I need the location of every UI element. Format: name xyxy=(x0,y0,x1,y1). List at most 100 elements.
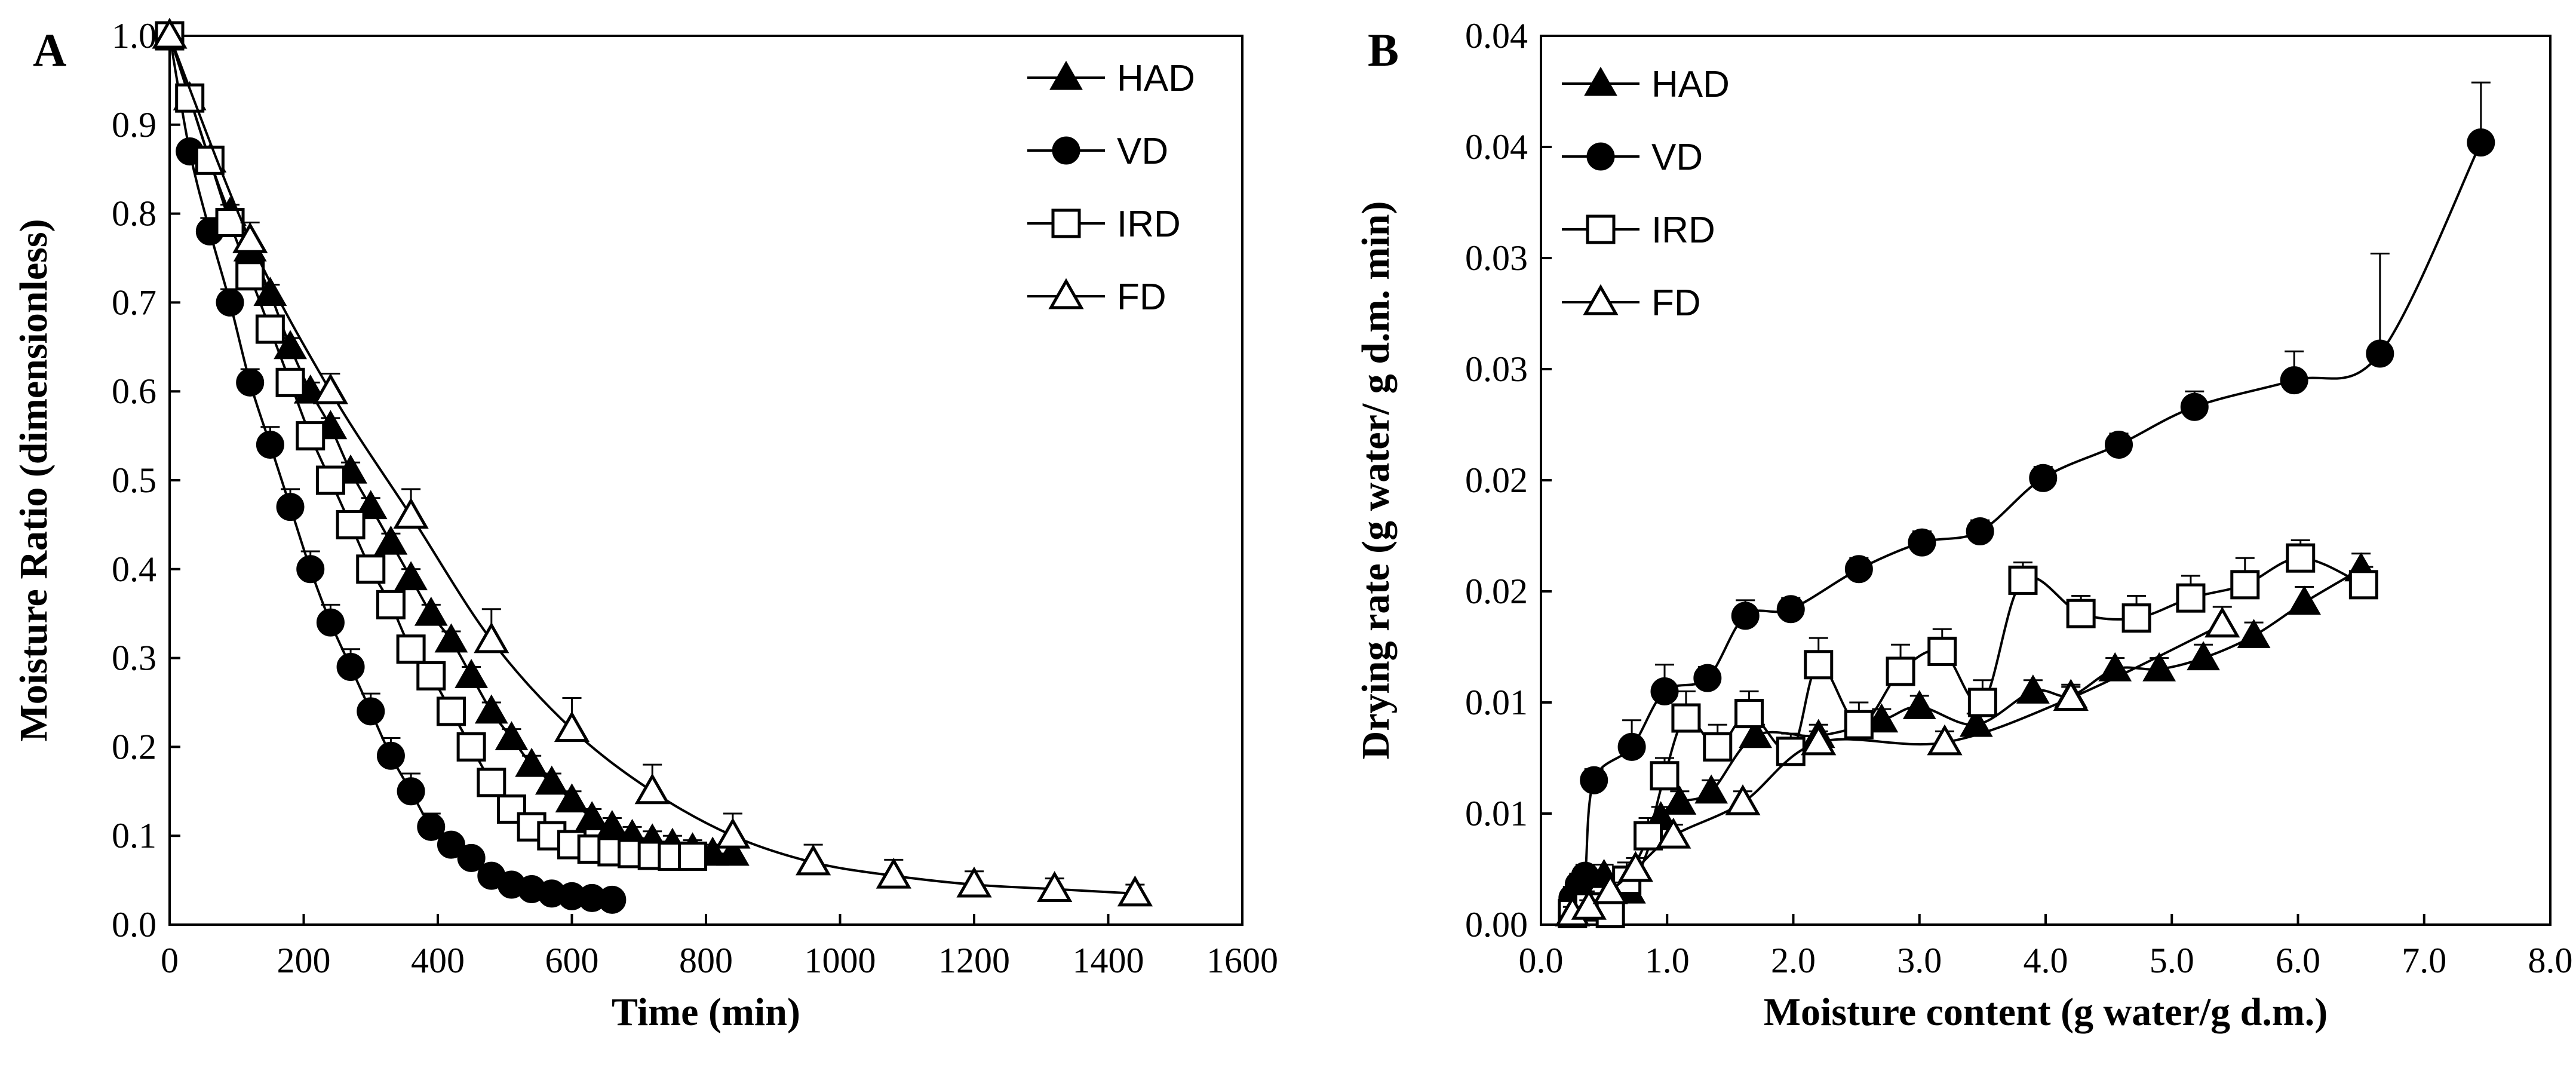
series-line xyxy=(168,35,733,855)
legend-marker xyxy=(1048,278,1084,309)
data-point xyxy=(2205,606,2240,638)
y-tick-label: 0.0 xyxy=(112,905,156,944)
data-point xyxy=(2142,652,2176,682)
series-had xyxy=(153,19,750,866)
data-point xyxy=(1580,766,1608,794)
data-point xyxy=(336,652,365,681)
data-point xyxy=(457,843,486,872)
data-point xyxy=(1731,602,1760,630)
y-tick-label: 0.01 xyxy=(1465,794,1528,833)
data-point xyxy=(1865,703,1899,733)
x-axis-title: Time (min) xyxy=(612,990,800,1034)
x-tick-label: 1.0 xyxy=(1645,941,1690,980)
data-point xyxy=(437,830,465,859)
data-point xyxy=(296,555,325,584)
data-point xyxy=(152,17,188,49)
data-point xyxy=(336,510,366,539)
data-point xyxy=(357,697,385,726)
x-tick-label: 1600 xyxy=(1206,941,1278,980)
data-point xyxy=(417,812,446,841)
data-point xyxy=(394,561,428,591)
series-line xyxy=(1571,568,2362,915)
data-point xyxy=(598,885,627,914)
data-point xyxy=(876,857,911,889)
y-tick-label: 0.2 xyxy=(112,727,156,766)
data-point xyxy=(275,367,305,397)
data-point xyxy=(554,711,590,742)
data-point xyxy=(393,498,429,529)
data-point xyxy=(416,661,446,691)
legend-marker xyxy=(1051,208,1081,238)
data-point xyxy=(296,421,326,451)
panel-label: A xyxy=(33,24,66,76)
y-tick-label: 0.1 xyxy=(112,816,156,855)
data-point xyxy=(2187,641,2220,671)
data-point xyxy=(1776,595,1805,624)
legend-marker xyxy=(1586,142,1615,171)
y-tick-label: 0.5 xyxy=(112,461,156,500)
data-point xyxy=(1801,724,1837,756)
y-tick-label: 0.01 xyxy=(1465,683,1528,722)
data-point xyxy=(312,373,349,404)
data-point xyxy=(356,554,386,584)
data-point xyxy=(232,222,268,253)
data-point xyxy=(2366,339,2394,368)
data-point xyxy=(2016,674,2050,704)
data-point xyxy=(1671,703,1701,733)
data-point xyxy=(1571,861,1599,890)
legend-label: IRD xyxy=(1117,204,1181,245)
legend-label: HAD xyxy=(1117,58,1195,99)
series-line xyxy=(168,35,613,901)
x-tick-label: 0.0 xyxy=(1519,941,1564,980)
data-point xyxy=(2348,570,2378,600)
data-point xyxy=(1656,817,1691,849)
y-tick-label: 0.4 xyxy=(112,550,156,589)
data-point xyxy=(1592,873,1628,904)
x-tick-label: 400 xyxy=(411,941,465,980)
data-point xyxy=(316,608,345,637)
data-point xyxy=(195,145,225,175)
data-point xyxy=(414,596,448,626)
data-point xyxy=(1694,774,1728,804)
legend-marker xyxy=(1584,66,1617,96)
data-point xyxy=(274,330,307,360)
data-point xyxy=(1734,699,1764,729)
data-point xyxy=(2105,430,2133,459)
data-point xyxy=(495,721,529,750)
y-tick-label: 0.02 xyxy=(1465,461,1528,500)
data-point xyxy=(2008,565,2038,595)
legend-label: FD xyxy=(1651,283,1701,324)
data-point xyxy=(1927,724,1963,756)
data-point xyxy=(515,747,549,777)
data-point xyxy=(634,773,670,805)
data-point xyxy=(555,783,589,813)
panel-label: B xyxy=(1368,24,1399,76)
data-point xyxy=(1650,761,1680,791)
data-point xyxy=(1927,636,1957,666)
chart-a: 0 200 400 600 800 1000 1200 1400 1600 0.0 0.1 0.2 0.… xyxy=(12,16,1278,1034)
data-point xyxy=(1595,898,1625,928)
x-tick-label: 0 xyxy=(161,941,179,980)
y-tick-label: 0.9 xyxy=(112,105,156,145)
y-tick-label: 1.0 xyxy=(112,16,156,56)
y-axis-title: Moisture Ratio (dimensionless) xyxy=(12,219,56,741)
data-point xyxy=(1617,732,1646,761)
y-tick-label: 0.8 xyxy=(112,194,156,234)
x-tick-label: 2.0 xyxy=(1771,941,1816,980)
x-tick-label: 8.0 xyxy=(2528,941,2573,980)
data-point xyxy=(2230,570,2260,600)
data-point xyxy=(474,622,509,653)
legend-marker xyxy=(1052,136,1080,165)
data-point xyxy=(474,694,508,724)
y-tick-label: 0.7 xyxy=(112,283,156,322)
y-tick-label: 0.02 xyxy=(1465,572,1528,611)
data-point xyxy=(455,659,489,688)
data-point xyxy=(1650,677,1679,705)
data-point xyxy=(2121,603,2151,633)
data-point xyxy=(2280,366,2308,395)
data-point xyxy=(376,590,406,619)
data-point xyxy=(1886,656,1915,686)
x-tick-label: 7.0 xyxy=(2402,941,2446,980)
data-point xyxy=(1703,732,1733,762)
